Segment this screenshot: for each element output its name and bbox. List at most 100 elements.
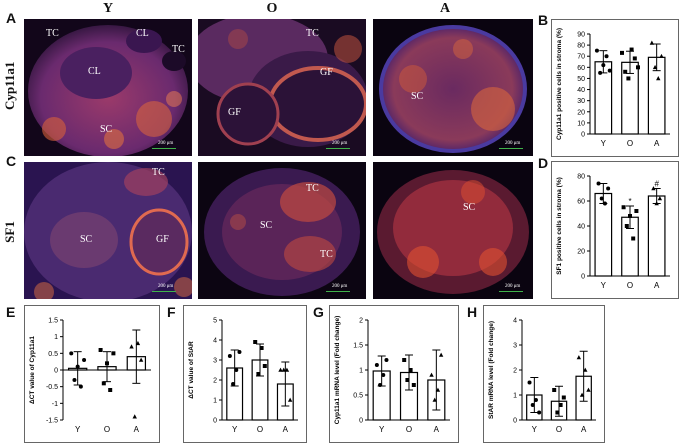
data-point <box>629 47 634 52</box>
data-point <box>132 414 137 419</box>
data-point <box>411 383 416 387</box>
scale-label: 200 μm <box>505 284 521 289</box>
scale-bar <box>499 291 523 292</box>
panel-letter-e: E <box>6 304 16 320</box>
y-axis-label: StAR mRNA level (Fold change) <box>488 321 495 419</box>
chart-h-box: 0 1 2 3 4 StAR mRNA level (Fold change) Y O A <box>483 305 605 443</box>
tissue-image <box>198 19 366 156</box>
y-tick-label: 70 <box>577 54 585 61</box>
micrograph-c-aged: SC 200 μm <box>373 162 533 299</box>
label-gf: GF <box>228 107 241 118</box>
x-tick-label: Y <box>379 425 385 434</box>
chart-g: 0 0.5 1 1.5 2 Cyp11a1 mRNA level (Fold change… <box>334 316 450 434</box>
data-point <box>111 351 116 356</box>
x-tick-label: Y <box>601 281 607 290</box>
data-point <box>576 355 582 360</box>
y-tick-label: -0.5 <box>46 384 58 391</box>
data-point <box>253 340 258 344</box>
panel-letter-g: G <box>313 304 324 320</box>
y-tick-label: 1 <box>213 398 217 405</box>
data-point <box>604 54 609 59</box>
x-tick-label: Y <box>532 425 538 434</box>
data-point <box>602 201 607 206</box>
y-tick-label: 0 <box>513 418 517 425</box>
scale-bar <box>326 148 350 149</box>
scale-label: 200 μm <box>158 141 174 146</box>
data-point <box>259 346 264 350</box>
tissue-image <box>379 25 527 153</box>
data-point <box>262 364 267 368</box>
x-tick-label: A <box>581 425 587 434</box>
data-point <box>69 351 74 356</box>
y-tick-label: 3 <box>513 343 517 350</box>
data-point <box>287 397 293 402</box>
data-point <box>651 186 656 191</box>
data-point <box>72 378 77 382</box>
label-gf: GF <box>156 234 169 245</box>
micrograph-c-old: TC SC TC 200 μm <box>198 162 366 299</box>
label-sc: SC <box>80 234 93 245</box>
x-tick-label: A <box>434 425 440 434</box>
significance-mark: # <box>654 180 659 189</box>
y-tick-label: 60 <box>577 65 585 72</box>
y-tick-label: 40 <box>577 87 585 94</box>
data-point <box>234 368 239 372</box>
y-tick-label: 1 <box>513 393 517 400</box>
x-tick-label: A <box>654 281 660 290</box>
data-point <box>620 50 624 55</box>
y-tick-label: 80 <box>577 43 585 50</box>
scale-label: 200 μm <box>332 141 348 146</box>
y-tick-label: 50 <box>577 76 585 83</box>
chart-f: 0 1 2 3 4 5 ΔCT value of StAR Y O A <box>188 318 298 434</box>
panel-letter-f: F <box>167 304 176 320</box>
column-header-o: O <box>266 1 278 16</box>
data-point <box>75 364 80 369</box>
data-point <box>659 53 664 59</box>
data-point <box>405 378 410 382</box>
data-point <box>537 410 542 415</box>
data-point <box>231 382 236 386</box>
data-point <box>374 363 379 367</box>
y-tick-label: 0.5 <box>353 393 363 400</box>
x-tick-label: A <box>654 139 660 148</box>
data-point <box>438 352 444 357</box>
data-point <box>256 372 261 376</box>
panel-letter-d: D <box>538 155 549 171</box>
scale-label: 200 μm <box>505 141 521 146</box>
chart-f-box: 0 1 2 3 4 5 ΔCT value of StAR Y O A <box>183 305 307 443</box>
data-point <box>105 361 109 366</box>
x-tick-label: Y <box>75 425 81 434</box>
micrograph-a-old: TC GF GF 200 μm <box>198 19 366 156</box>
x-tick-label: O <box>627 281 633 290</box>
y-tick-label: -1.5 <box>46 418 58 425</box>
chart-b: 0 10 20 30 40 50 60 70 80 90 Cyp11a1 positive cell… <box>556 28 670 148</box>
data-point <box>384 358 389 362</box>
y-tick-label: 0 <box>581 274 585 281</box>
tissue-image <box>377 170 529 294</box>
data-point <box>78 384 83 389</box>
y-tick-label: 0 <box>213 418 217 425</box>
label-tc: TC <box>172 44 185 55</box>
data-point <box>533 398 538 402</box>
data-point <box>82 358 87 362</box>
data-point <box>636 65 640 70</box>
column-header-a: A <box>439 1 451 16</box>
data-point <box>601 63 606 68</box>
data-point <box>649 40 655 45</box>
data-point <box>98 348 103 352</box>
chart-d: 0 20 40 60 80 SF1 positive cells in stroma (%… <box>556 174 670 290</box>
data-point <box>634 209 639 213</box>
label-tc: TC <box>306 28 319 39</box>
y-tick-label: 1 <box>54 334 58 341</box>
y-axis-label: SF1 positive cells in stroma (%) <box>556 177 563 275</box>
y-tick-label: 0 <box>359 418 363 425</box>
data-point <box>654 201 659 206</box>
data-point <box>135 340 141 346</box>
scale-bar <box>326 291 350 292</box>
panel-letter-b: B <box>538 12 549 28</box>
y-tick-label: 0 <box>581 132 585 139</box>
data-point <box>621 205 626 210</box>
data-point <box>628 214 632 218</box>
data-point <box>129 344 134 349</box>
scale-label: 200 μm <box>158 284 174 289</box>
